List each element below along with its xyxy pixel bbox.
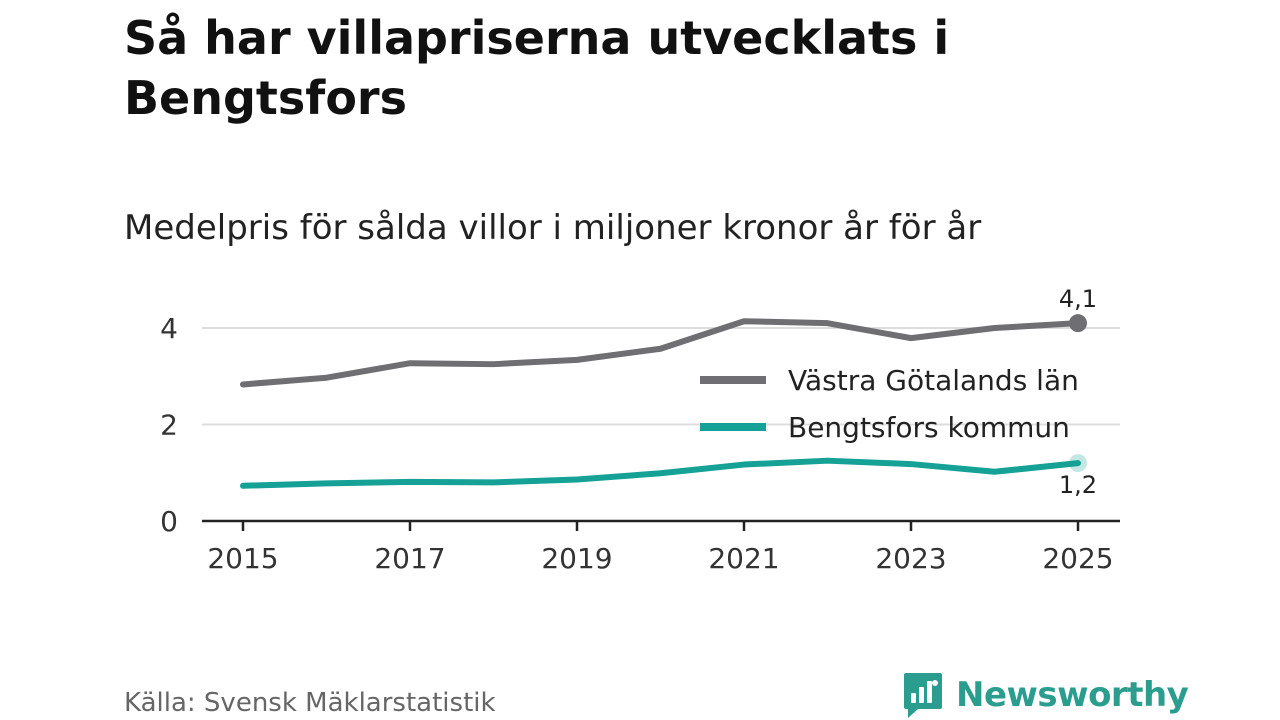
x-tick-label: 2025: [1042, 542, 1113, 575]
x-tick-label: 2017: [374, 542, 445, 575]
series-line-0: [240, 318, 1081, 388]
y-tick-label: 2: [160, 409, 178, 442]
x-tick-label: 2021: [708, 542, 779, 575]
data-labels: 4,1 1,2: [1059, 285, 1097, 499]
series-end-point-0: [1069, 314, 1087, 333]
newsworthy-logo-icon: [904, 673, 942, 718]
x-tick-label: 2019: [541, 542, 612, 575]
series-line-1: [240, 457, 1081, 489]
series-lines: [240, 314, 1087, 489]
line-chart: 0 2 4 2015 2017 2019 2021 2023 2025 4,1 1,2 Västr…: [160, 285, 1120, 575]
y-tick-label: 4: [160, 312, 178, 345]
brand-logo: Newsworthy: [902, 670, 1189, 720]
end-value-label: 1,2: [1059, 471, 1097, 499]
x-tick-label: 2023: [875, 542, 946, 575]
legend: Västra Götalands län Bengtsfors kommun: [700, 364, 1079, 444]
chart-subtitle: Medelpris för sålda villor i miljoner kr…: [124, 208, 982, 248]
legend-label-0: Västra Götalands län: [788, 364, 1079, 397]
source-note: Källa: Svensk Mäklarstatistik: [124, 688, 496, 718]
legend-label-1: Bengtsfors kommun: [788, 411, 1070, 444]
gridlines: [202, 327, 1120, 426]
x-tick-label: 2015: [207, 542, 278, 575]
brand-name: Newsworthy: [956, 675, 1189, 715]
end-value-label: 4,1: [1059, 285, 1097, 313]
series-end-point-1: [1069, 454, 1087, 473]
axes: 0 2 4 2015 2017 2019 2021 2023 2025: [160, 312, 1120, 575]
chart-title: Så har villapriserna utvecklats i Bengts…: [124, 11, 950, 125]
y-tick-label: 0: [160, 505, 178, 538]
